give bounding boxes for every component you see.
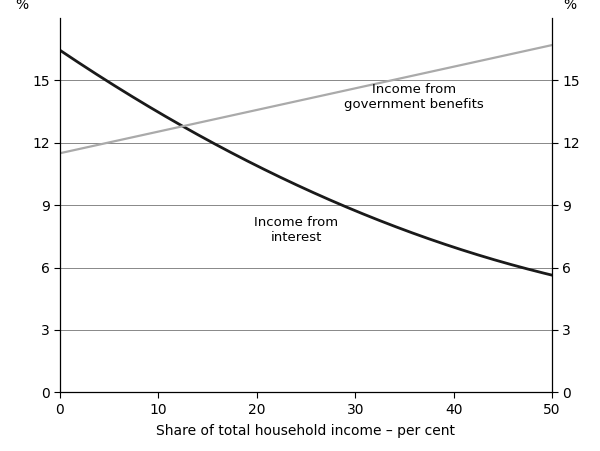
X-axis label: Share of total household income – per cent: Share of total household income – per ce… [157, 424, 455, 438]
Text: Income from
government benefits: Income from government benefits [344, 83, 484, 111]
Text: %: % [563, 0, 576, 13]
Text: %: % [16, 0, 29, 13]
Text: Income from
interest: Income from interest [254, 216, 338, 244]
